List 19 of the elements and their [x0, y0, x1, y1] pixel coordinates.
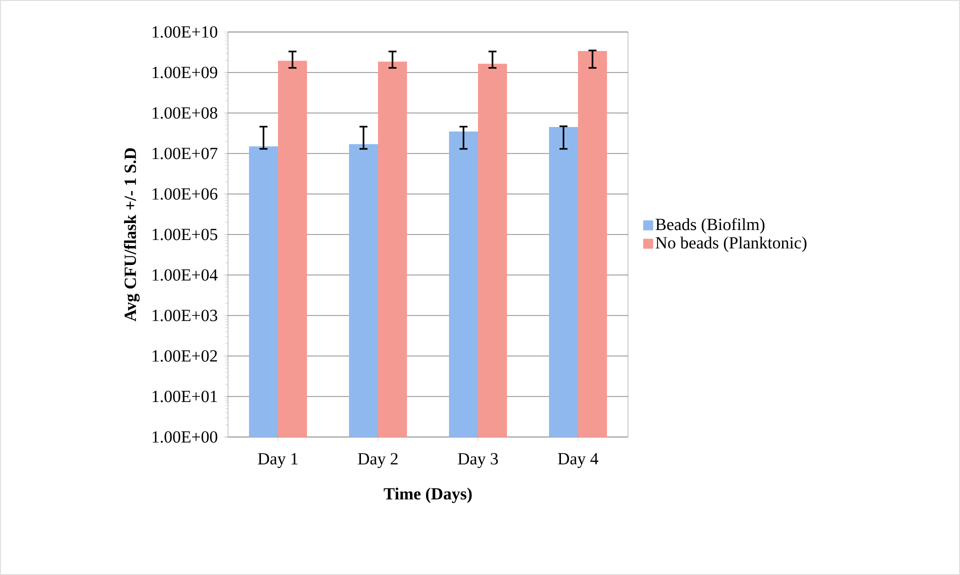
x-tick-label: Day 3: [458, 453, 498, 468]
x-tick-label: Day 1: [258, 453, 298, 468]
y-tick-label: 1.00E+02: [152, 350, 217, 362]
y-axis-title: Avg CFU/flask +/- 1 S.D: [124, 148, 140, 322]
y-tick-label: 1.00E+07: [152, 148, 218, 160]
y-tick-label: 1.00E+00: [152, 431, 218, 443]
y-tick-label: 1.00E+10: [152, 26, 218, 38]
y-tick-label: 1.00E+08: [152, 107, 218, 119]
x-axis-title: Time (Days): [384, 488, 472, 504]
y-tick-label: 1.00E+06: [152, 188, 218, 200]
legend-label: Beads (Biofilm): [656, 218, 764, 234]
x-tick-label: Day 4: [558, 453, 598, 468]
legend-label: No beads (Planktonic): [656, 236, 806, 252]
y-tick-label: 1.00E+01: [152, 390, 217, 402]
y-tick-label: 1.00E+04: [152, 269, 218, 281]
y-tick-label: 1.00E+09: [152, 66, 218, 78]
y-tick-label: 1.00E+03: [152, 310, 218, 322]
y-tick-label: 1.00E+05: [152, 228, 218, 240]
x-tick-label: Day 2: [358, 453, 398, 468]
